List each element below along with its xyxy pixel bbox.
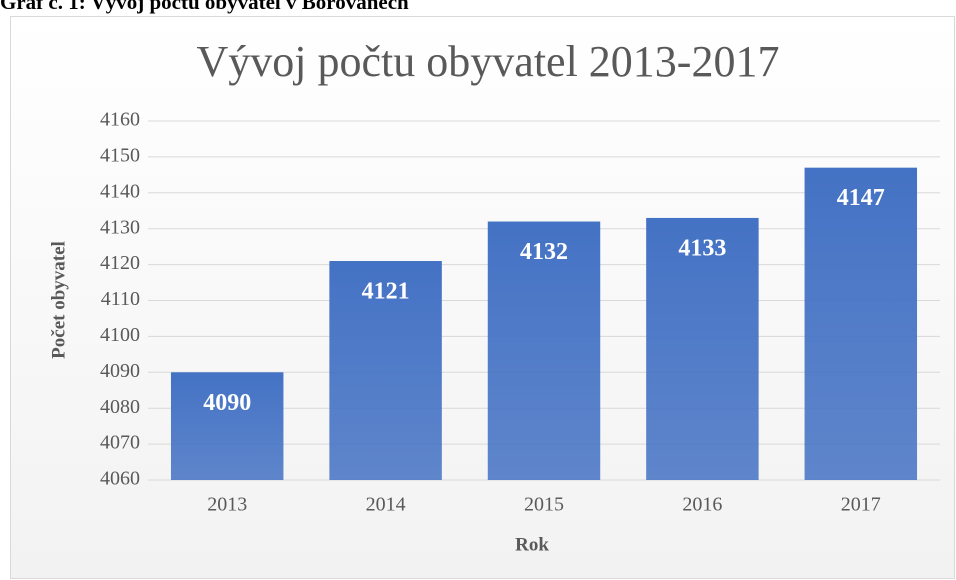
y-tick-label: 4160 bbox=[100, 109, 140, 131]
bar bbox=[329, 261, 442, 480]
y-tick-label: 4150 bbox=[100, 144, 140, 166]
x-tick-label: 2014 bbox=[366, 494, 406, 516]
data-label: 4133 bbox=[678, 235, 726, 261]
x-tick-label: 2013 bbox=[207, 494, 247, 516]
y-tick-label: 4080 bbox=[100, 396, 140, 418]
y-tick-label: 4140 bbox=[100, 180, 140, 202]
x-tick-label: 2016 bbox=[682, 494, 722, 516]
bar bbox=[487, 221, 601, 480]
bar bbox=[646, 217, 759, 480]
bar bbox=[170, 372, 284, 480]
data-label: 4090 bbox=[203, 390, 251, 416]
y-tick-label: 4130 bbox=[100, 216, 140, 238]
x-tick-label: 2015 bbox=[524, 494, 564, 516]
data-label: 4132 bbox=[520, 239, 568, 265]
y-tick-label: 4070 bbox=[100, 432, 140, 454]
bar bbox=[804, 167, 918, 481]
y-tick-label: 4100 bbox=[100, 324, 140, 346]
chart-frame bbox=[10, 16, 955, 579]
chart-title: Vývoj počtu obyvatel 2013-2017 bbox=[197, 37, 780, 86]
x-tick-label: 2017 bbox=[841, 494, 881, 516]
y-tick-label: 4090 bbox=[100, 360, 140, 382]
x-axis-label: Rok bbox=[515, 534, 549, 555]
y-axis-label: Počet obyvatel bbox=[48, 241, 69, 359]
caption: Graf č. 1: Vývoj počtu obyvatel v Borova… bbox=[0, 0, 409, 14]
y-tick-label: 4110 bbox=[101, 288, 140, 310]
y-tick-label: 4060 bbox=[100, 468, 140, 490]
y-tick-label: 4120 bbox=[100, 252, 140, 274]
data-label: 4147 bbox=[837, 185, 885, 211]
data-label: 4121 bbox=[362, 279, 410, 305]
